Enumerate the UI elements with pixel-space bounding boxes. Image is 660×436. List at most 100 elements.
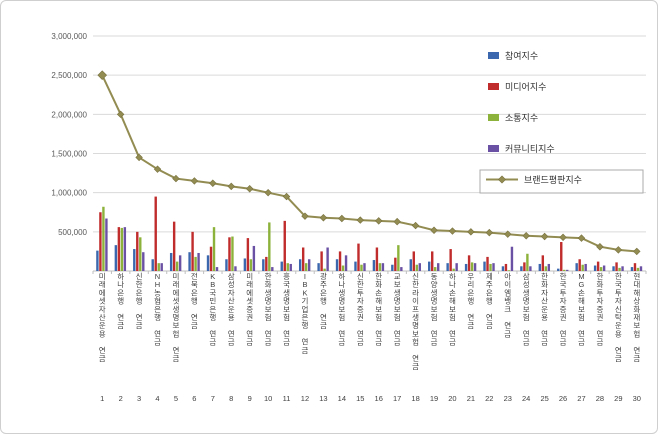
bar-0 (262, 259, 265, 271)
bar-3 (271, 267, 274, 271)
category-rank-label: 18 (411, 394, 419, 403)
line-marker (209, 179, 217, 187)
bar-2 (452, 268, 455, 271)
line-marker (338, 214, 346, 223)
bar-2 (507, 270, 511, 271)
category-rank-label: 11 (283, 394, 291, 403)
line-marker (614, 246, 623, 254)
bar-3 (105, 218, 108, 271)
category-rank-label: 15 (356, 394, 364, 403)
bar-3 (418, 263, 421, 271)
bar-3 (381, 263, 385, 271)
bar-3 (215, 267, 219, 271)
bar-0 (372, 260, 376, 271)
bar-0 (464, 263, 468, 271)
category-rank-label: 5 (174, 394, 178, 403)
category-rank-label: 16 (375, 394, 383, 403)
bar-1 (412, 251, 415, 271)
bar-2 (434, 267, 437, 271)
legend-swatch-1 (488, 83, 499, 90)
bar-2 (120, 227, 124, 271)
category-rank-label: 12 (301, 394, 309, 403)
bar-1 (541, 255, 545, 271)
bar-2 (489, 263, 492, 271)
bar-1 (338, 251, 342, 271)
category-rank-label: 19 (430, 394, 438, 403)
bar-3 (326, 247, 329, 271)
line-marker (245, 185, 254, 193)
category-rank-label: 3 (137, 394, 141, 403)
line-marker (504, 230, 512, 238)
line-marker (264, 188, 272, 197)
brand-index-line (101, 74, 637, 253)
legend-label-line: 브랜드평판지수 (524, 175, 582, 185)
bar-1 (431, 251, 434, 271)
bar-0 (538, 263, 542, 271)
bar-2 (175, 261, 179, 271)
bar-0 (169, 252, 173, 271)
legend-swatch-0 (488, 52, 499, 59)
bar-0 (612, 266, 615, 271)
bar-3 (437, 263, 440, 271)
bar-0 (501, 266, 505, 271)
bar-1 (467, 255, 471, 271)
bar-3 (621, 266, 624, 271)
bar-0 (280, 261, 283, 271)
legend-label-3: 커뮤니티지수 (505, 144, 555, 154)
line-marker (540, 232, 549, 241)
bar-3 (492, 263, 495, 271)
category-rank-label: 23 (504, 394, 512, 403)
line-marker (356, 216, 365, 224)
bar-0 (206, 255, 210, 271)
bar-0 (575, 263, 578, 271)
bar-1 (283, 220, 286, 271)
bar-1 (99, 212, 102, 271)
bar-2 (323, 268, 326, 271)
y-axis-tick-label: 3,000,000 (51, 32, 87, 41)
legend-line-box (479, 169, 644, 194)
bar-1 (504, 263, 508, 271)
line-marker (559, 233, 567, 242)
y-axis-tick-label: 2,500,000 (51, 71, 87, 80)
line-marker (467, 228, 475, 236)
bar-1 (209, 246, 213, 271)
bar-0 (446, 263, 449, 271)
category-rank-label: 30 (633, 394, 641, 403)
bar-0 (593, 265, 597, 271)
line-marker (116, 110, 125, 119)
bar-0 (409, 259, 412, 271)
category-rank-label: 9 (248, 394, 252, 403)
bar-1 (596, 261, 600, 271)
bar-2 (599, 267, 603, 271)
bar-1 (320, 251, 323, 271)
bar-3 (123, 227, 127, 271)
bar-1 (375, 247, 379, 271)
bar-2 (194, 256, 197, 271)
bar-1 (560, 242, 563, 271)
category-rank-label: 21 (467, 394, 475, 403)
line-marker (190, 177, 199, 185)
bar-3 (584, 263, 587, 271)
bar-2 (378, 263, 382, 271)
line-marker (301, 212, 309, 220)
category-rank-label: 25 (540, 394, 548, 403)
bar-1 (357, 243, 360, 271)
category-rank-label: 28 (596, 394, 604, 403)
legend-line-marker (497, 175, 507, 184)
bar-3 (455, 263, 458, 271)
bar-2 (139, 237, 142, 271)
line-marker (430, 226, 438, 234)
bar-1 (633, 263, 637, 271)
